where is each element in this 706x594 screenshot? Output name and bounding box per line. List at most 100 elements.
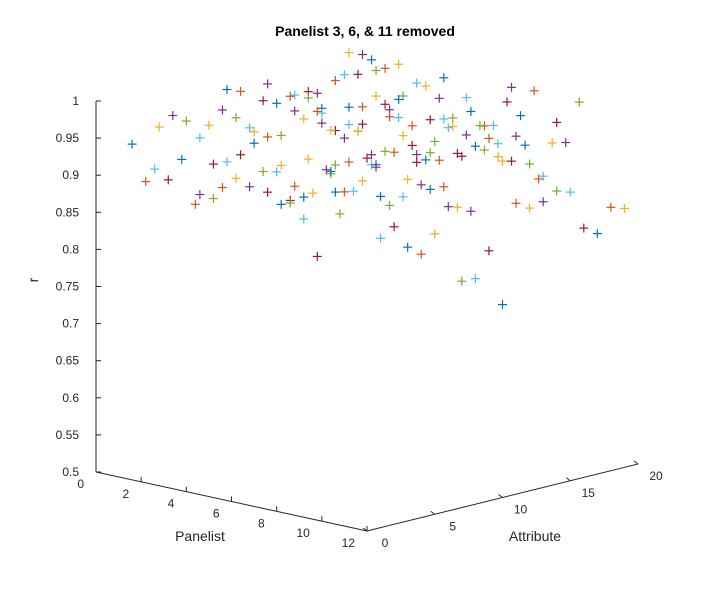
- data-point: [389, 222, 399, 232]
- z-axis-title: r: [25, 277, 41, 282]
- data-point: [299, 192, 309, 202]
- data-point: [290, 90, 300, 100]
- r-tick-label: 0.55: [56, 428, 80, 442]
- data-point: [430, 136, 440, 146]
- panelist-tick-label: 4: [168, 497, 175, 511]
- data-point: [579, 223, 589, 233]
- data-point: [511, 198, 521, 208]
- data-point: [466, 206, 476, 216]
- data-point: [217, 183, 227, 193]
- attribute-tick-label: 10: [514, 503, 528, 517]
- r-tick-label: 0.95: [56, 131, 80, 145]
- data-point: [493, 139, 503, 149]
- data-point: [561, 138, 571, 148]
- data-point: [154, 122, 164, 132]
- data-point: [520, 140, 530, 150]
- data-point: [407, 140, 417, 150]
- axis-ticks: [95, 100, 639, 532]
- data-point: [344, 102, 354, 112]
- data-point: [592, 229, 602, 239]
- data-point: [448, 113, 458, 123]
- data-point: [312, 251, 322, 261]
- data-point: [357, 119, 367, 129]
- data-point: [507, 156, 517, 166]
- data-point: [498, 300, 507, 310]
- data-point: [439, 182, 449, 192]
- data-point: [127, 139, 137, 149]
- panelist-tick-label: 0: [77, 477, 84, 491]
- data-point: [195, 133, 205, 143]
- data-point: [389, 147, 399, 157]
- data-point: [263, 187, 273, 197]
- data-point: [303, 93, 313, 103]
- data-point: [398, 192, 408, 202]
- data-point: [394, 113, 404, 123]
- data-point: [511, 131, 521, 141]
- panelist-axis-title: Panelist: [175, 528, 225, 544]
- data-point: [403, 174, 413, 184]
- data-point: [231, 173, 241, 183]
- data-point: [326, 166, 336, 176]
- panelist-tick-label: 2: [122, 487, 129, 501]
- data-point: [339, 133, 349, 143]
- data-point: [425, 184, 435, 194]
- data-point: [326, 125, 336, 135]
- data-point: [177, 154, 187, 164]
- attribute-axis-title: Attribute: [509, 528, 561, 544]
- data-point: [461, 130, 471, 140]
- attribute-tick: [362, 527, 368, 532]
- data-point: [367, 150, 377, 160]
- data-point: [394, 59, 404, 69]
- data-point: [222, 85, 232, 95]
- data-points: [127, 48, 629, 310]
- attribute-tick-label: 15: [582, 486, 596, 500]
- data-point: [357, 102, 367, 112]
- data-point: [425, 115, 435, 125]
- data-point: [525, 159, 535, 169]
- data-point: [606, 202, 616, 212]
- data-point: [217, 105, 227, 115]
- data-point: [443, 123, 453, 133]
- data-point: [619, 203, 629, 213]
- data-point: [335, 209, 345, 219]
- data-point: [516, 111, 526, 121]
- data-point: [150, 164, 160, 174]
- data-point: [498, 156, 507, 166]
- data-point: [507, 82, 517, 92]
- data-point: [245, 123, 255, 133]
- data-point: [380, 99, 390, 109]
- r-tick-label: 0.7: [62, 317, 79, 331]
- data-point: [190, 199, 200, 209]
- attribute-tick-label: 5: [449, 519, 456, 533]
- data-point: [466, 106, 476, 116]
- data-point: [412, 157, 422, 167]
- data-point: [376, 191, 386, 201]
- data-point: [534, 174, 544, 184]
- data-point: [272, 167, 282, 177]
- data-point: [412, 78, 422, 88]
- data-point: [421, 155, 431, 165]
- data-point: [321, 165, 331, 175]
- data-point: [330, 76, 340, 86]
- data-point: [208, 194, 218, 204]
- attribute-tick: [633, 460, 639, 465]
- data-point: [272, 98, 282, 108]
- data-point: [276, 130, 286, 140]
- data-point: [299, 214, 309, 224]
- data-point: [574, 97, 584, 107]
- attribute-tick-label: 20: [649, 469, 663, 483]
- data-point: [263, 79, 273, 89]
- data-point: [552, 117, 562, 127]
- data-point: [236, 86, 246, 96]
- data-point: [475, 121, 485, 131]
- data-point: [263, 132, 273, 142]
- data-point: [208, 159, 218, 169]
- data-point: [416, 249, 426, 259]
- data-point: [525, 203, 535, 213]
- data-point: [312, 106, 322, 116]
- data-point: [249, 138, 259, 148]
- data-point: [434, 93, 444, 103]
- data-point: [430, 229, 440, 239]
- data-point: [425, 148, 435, 158]
- panelist-tick-label: 8: [258, 516, 265, 530]
